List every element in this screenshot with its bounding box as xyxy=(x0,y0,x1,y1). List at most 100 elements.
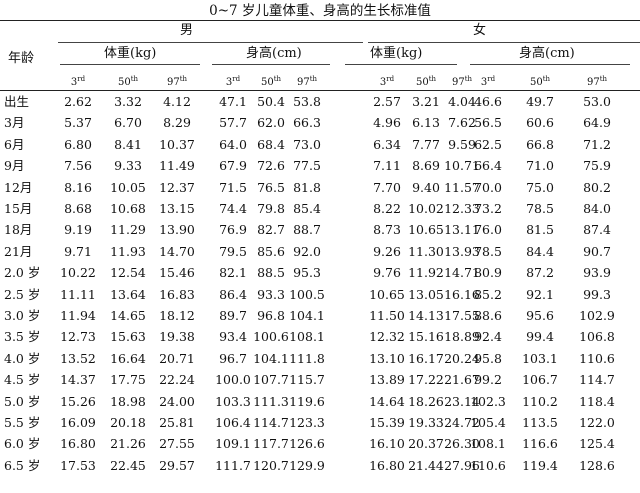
value-cell: 2.57 xyxy=(373,94,401,109)
value-cell: 18.12 xyxy=(159,308,195,323)
value-cell: 81.5 xyxy=(526,222,554,238)
value-cell: 85.6 xyxy=(257,243,285,259)
value-cell: 76.0 xyxy=(474,222,502,238)
value-cell: 88.7 xyxy=(293,222,321,238)
value-cell: 71.2 xyxy=(583,136,611,152)
value-cell: 7.77 xyxy=(412,136,440,152)
value-cell: 95.8 xyxy=(474,350,502,366)
percentile-header: 3rd xyxy=(367,72,407,90)
value-cell: 129.9 xyxy=(289,457,325,473)
value-cell: 17.22 xyxy=(408,372,444,388)
age-cell: 6月 xyxy=(4,136,25,152)
value-cell: 106.7 xyxy=(522,372,558,388)
value-cell: 57.7 xyxy=(219,115,247,131)
percentile-number: 3 xyxy=(379,77,387,88)
value-cell: 22.45 xyxy=(110,457,146,473)
value-cell: 13.64 xyxy=(110,286,146,302)
value-cell: 13.05 xyxy=(408,286,444,302)
value-cell: 67.9 xyxy=(219,158,247,174)
value-cell: 9.40 xyxy=(412,179,440,195)
age-cell: 21月 xyxy=(4,243,33,259)
percentile-header: 3rd xyxy=(58,72,98,90)
age-cell: 15月 xyxy=(4,201,33,216)
value-cell: 102.9 xyxy=(579,308,615,323)
value-cell: 12.54 xyxy=(110,265,146,281)
percentile-suffix: rd xyxy=(386,75,395,83)
value-cell: 13.11 xyxy=(444,222,480,238)
value-cell: 18.98 xyxy=(110,393,146,409)
value-cell: 96.7 xyxy=(219,350,247,366)
value-cell: 111.3 xyxy=(253,393,289,409)
value-cell: 89.7 xyxy=(219,308,247,323)
percentile-suffix: th xyxy=(130,75,139,83)
percentile-number: 50 xyxy=(260,77,274,88)
value-cell: 14.37 xyxy=(60,372,96,388)
value-cell: 16.80 xyxy=(60,436,96,452)
value-cell: 74.4 xyxy=(219,201,247,216)
male-weight-header-rule xyxy=(60,64,200,65)
percentile-suffix: th xyxy=(599,75,608,83)
percentile-number: 97 xyxy=(166,77,180,88)
value-cell: 115.7 xyxy=(289,372,325,388)
value-cell: 93.4 xyxy=(219,329,247,345)
value-cell: 6.34 xyxy=(373,136,401,152)
value-cell: 126.6 xyxy=(289,436,325,452)
value-cell: 20.18 xyxy=(110,415,146,430)
value-cell: 66.3 xyxy=(293,115,321,131)
value-cell: 88.6 xyxy=(474,308,502,323)
value-cell: 71.5 xyxy=(219,179,247,195)
value-cell: 64.9 xyxy=(583,115,611,131)
percentile-header: 97th xyxy=(577,72,617,90)
value-cell: 100.0 xyxy=(215,372,251,388)
value-cell: 100.5 xyxy=(289,286,325,302)
percentile-number: 50 xyxy=(529,77,543,88)
percentile-number: 50 xyxy=(415,77,429,88)
value-cell: 99.3 xyxy=(583,286,611,302)
age-cell: 9月 xyxy=(4,158,25,174)
value-cell: 25.81 xyxy=(159,415,195,430)
value-cell: 118.4 xyxy=(579,393,615,409)
top-rule xyxy=(0,20,640,21)
value-cell: 21.44 xyxy=(408,457,444,473)
value-cell: 15.46 xyxy=(159,265,195,281)
value-cell: 90.7 xyxy=(583,243,611,259)
value-cell: 46.6 xyxy=(474,94,502,109)
value-cell: 95.6 xyxy=(526,308,554,323)
percentile-number: 3 xyxy=(225,77,233,88)
value-cell: 123.3 xyxy=(289,415,325,430)
value-cell: 21.26 xyxy=(110,436,146,452)
age-cell: 5.0 岁 xyxy=(4,393,41,409)
value-cell: 12.32 xyxy=(369,329,405,345)
value-cell: 17.75 xyxy=(110,372,146,388)
percentile-number: 3 xyxy=(480,77,488,88)
percentile-header: 97th xyxy=(287,72,327,90)
value-cell: 85.2 xyxy=(474,286,502,302)
value-cell: 10.65 xyxy=(369,286,405,302)
value-cell: 16.16 xyxy=(444,286,480,302)
value-cell: 4.12 xyxy=(163,94,191,109)
value-cell: 128.6 xyxy=(579,457,615,473)
value-cell: 103.1 xyxy=(522,350,558,366)
value-cell: 72.6 xyxy=(257,158,285,174)
value-cell: 87.2 xyxy=(526,265,554,281)
value-cell: 6.70 xyxy=(114,115,142,131)
value-cell: 8.16 xyxy=(64,179,92,195)
percentile-suffix: rd xyxy=(232,75,241,83)
percentile-number: 50 xyxy=(117,77,131,88)
percentile-header: 50th xyxy=(520,72,560,90)
value-cell: 106.8 xyxy=(579,329,615,345)
value-cell: 62.0 xyxy=(257,115,285,131)
value-cell: 10.65 xyxy=(408,222,444,238)
value-cell: 62.5 xyxy=(474,136,502,152)
percentile-suffix: th xyxy=(309,75,318,83)
value-cell: 9.76 xyxy=(373,265,401,281)
value-cell: 78.5 xyxy=(526,201,554,216)
value-cell: 11.93 xyxy=(110,243,146,259)
value-cell: 108.1 xyxy=(470,436,506,452)
value-cell: 8.22 xyxy=(373,201,401,216)
age-cell: 6.0 岁 xyxy=(4,436,41,452)
male-weight-header: 体重(kg) xyxy=(104,46,157,61)
value-cell: 10.68 xyxy=(110,201,146,216)
value-cell: 47.1 xyxy=(219,94,247,109)
age-cell: 6.5 岁 xyxy=(4,457,41,473)
